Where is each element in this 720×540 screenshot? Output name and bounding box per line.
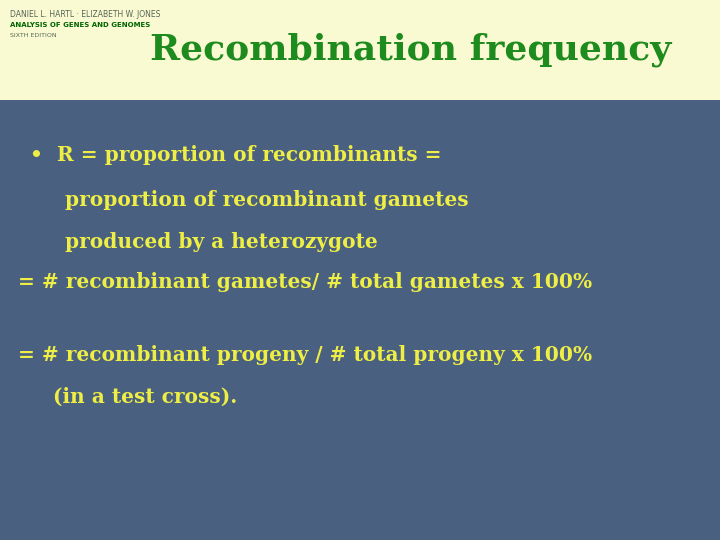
Text: Recombination frequency: Recombination frequency (150, 33, 671, 68)
Text: SIXTH EDITION: SIXTH EDITION (10, 33, 57, 38)
Text: proportion of recombinant gametes: proportion of recombinant gametes (30, 190, 469, 210)
Text: (in a test cross).: (in a test cross). (18, 387, 238, 407)
Text: ANALYSIS OF GENES AND GENOMES: ANALYSIS OF GENES AND GENOMES (10, 22, 150, 28)
Text: DANIEL L. HARTL · ELIZABETH W. JONES: DANIEL L. HARTL · ELIZABETH W. JONES (10, 10, 161, 19)
Text: = # recombinant gametes/ # total gametes x 100%: = # recombinant gametes/ # total gametes… (18, 272, 592, 292)
Bar (0, 0, 720, 100)
Text: = # recombinant progeny / # total progeny x 100%: = # recombinant progeny / # total progen… (18, 345, 592, 365)
Text: •  R = proportion of recombinants =: • R = proportion of recombinants = (30, 145, 441, 165)
Text: produced by a heterozygote: produced by a heterozygote (30, 232, 378, 252)
